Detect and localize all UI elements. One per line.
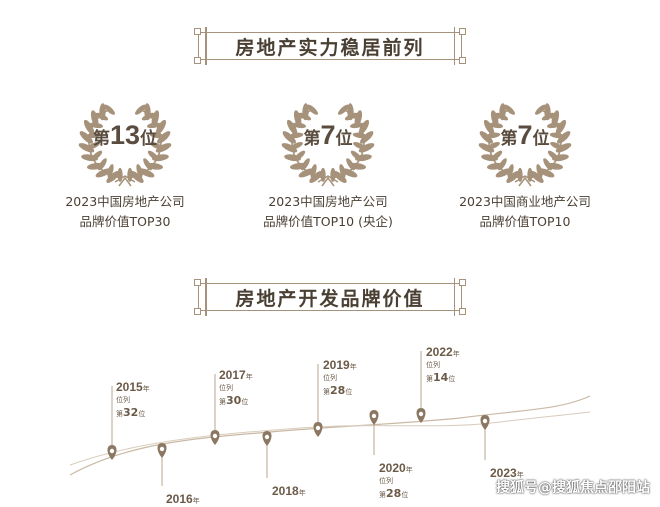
award-caption-line1: 2023中国房地产公司 (268, 194, 388, 209)
laurel-wreath-icon (78, 103, 172, 187)
timeline-year: 2020 (379, 461, 406, 475)
timeline-year: 2018 (272, 484, 299, 498)
award-caption-line1: 2023中国房地产公司 (65, 194, 185, 209)
timeline-rank: 第32位 (116, 406, 146, 419)
timeline-rank: 第28位 (379, 487, 409, 500)
section-title-banner: 房地产开发品牌价值 (194, 278, 466, 316)
timeline-year-label: 2022年 位列 第14位 (426, 345, 460, 384)
timeline-year-label: 2016年 (166, 492, 200, 506)
award-rank: 第7位 (303, 120, 353, 150)
timeline-year-label: 2019年 位列 第28位 (323, 358, 357, 397)
timeline-year: 2023 (490, 466, 517, 480)
award-caption-line2: 品牌价值TOP10 (479, 214, 571, 229)
timeline-year-label: 2015年 位列 第32位 (116, 380, 150, 419)
timeline-rank: 第30位 (219, 394, 249, 407)
award-caption-line1: 2023中国商业地产公司 (459, 194, 591, 209)
section-title-banner: 房地产实力稳居前列 (194, 27, 466, 65)
award-badge: 第7位 2023中国商业地产公司 品牌价值TOP10 (440, 98, 610, 229)
laurel-wreath-icon (478, 103, 572, 187)
timeline-year-label: 2020年 位列 第28位 (379, 461, 413, 500)
timeline-rank: 第28位 (323, 384, 353, 397)
timeline-year: 2019 (323, 358, 350, 372)
timeline-rank: 第14位 (426, 371, 456, 384)
award-rank: 第13位 (92, 120, 158, 150)
award-caption-line2: 品牌价值TOP30 (79, 214, 171, 229)
award-badge: 第13位 2023中国房地产公司 品牌价值TOP30 (40, 98, 210, 229)
timeline-year: 2017 (219, 368, 246, 382)
watermark: 搜狐号@搜狐焦点邵阳站 (496, 480, 650, 496)
timeline-curve (69, 351, 591, 486)
section-title: 房地产实力稳居前列 (235, 36, 425, 59)
award-rank: 第7位 (500, 120, 550, 150)
laurel-wreath-icon (281, 103, 375, 187)
award-badge: 第7位 2023中国房地产公司 品牌价值TOP10 (央企) (243, 98, 413, 229)
timeline-year-label: 2017年 位列 第30位 (219, 368, 253, 407)
award-caption-line2: 品牌价值TOP10 (央企) (263, 214, 393, 229)
timeline-year-label: 2018年 (272, 484, 306, 498)
timeline-year: 2015 (116, 380, 143, 394)
timeline-year-label: 2023年 (490, 466, 524, 480)
timeline-year: 2022 (426, 345, 453, 359)
section-title: 房地产开发品牌价值 (235, 287, 425, 310)
timeline-year: 2016 (166, 492, 193, 506)
